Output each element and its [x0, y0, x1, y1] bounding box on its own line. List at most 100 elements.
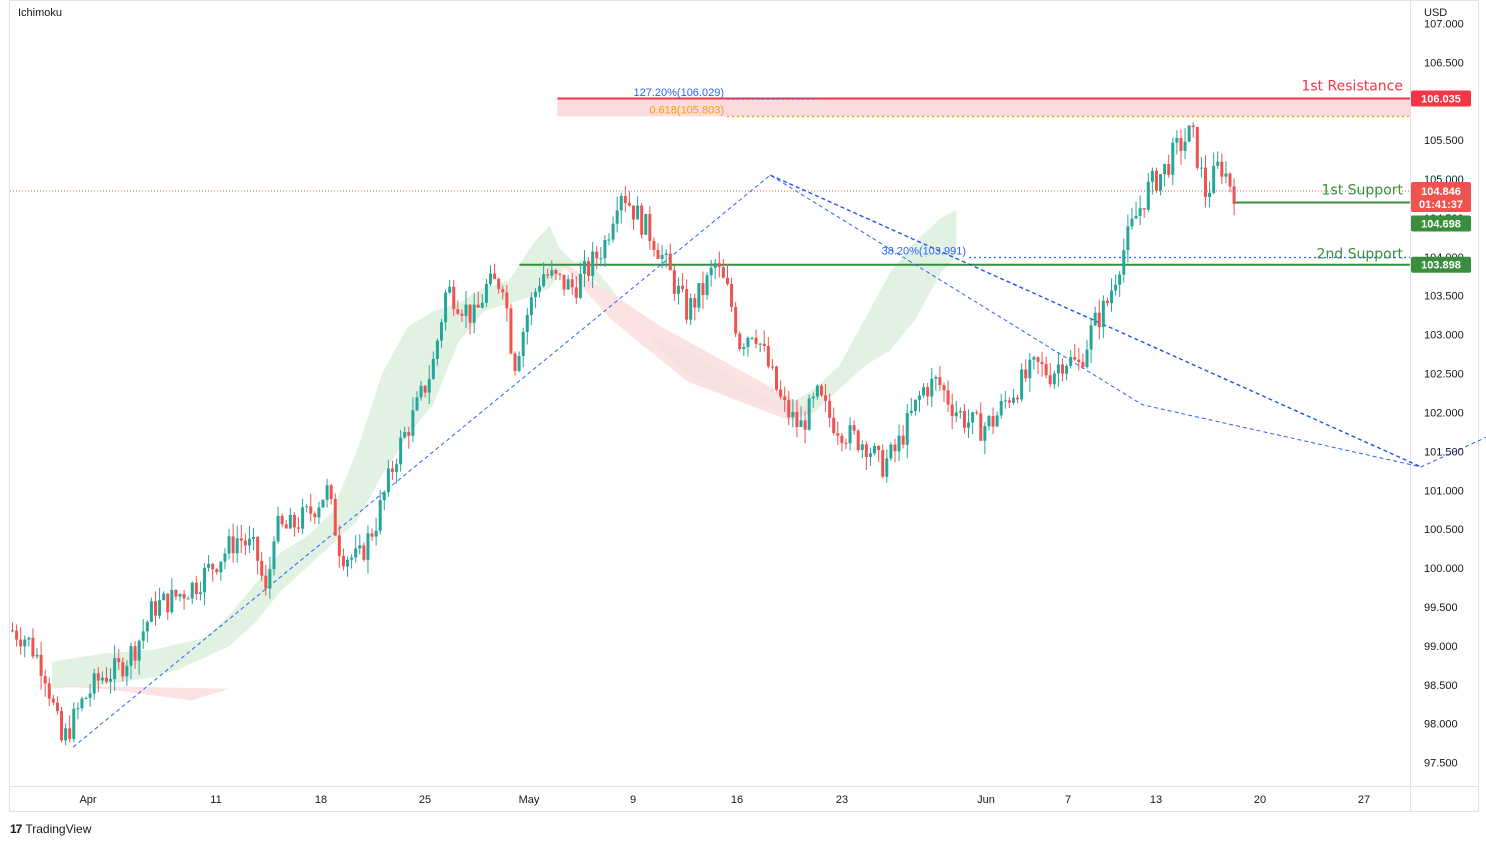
candle-body — [141, 631, 145, 641]
candle-body — [762, 343, 766, 347]
candle-body — [1093, 312, 1097, 326]
tradingview-logo-icon: 17 — [10, 822, 22, 836]
candle-body — [946, 390, 950, 405]
candle-body — [390, 468, 394, 472]
candle-body — [186, 598, 190, 600]
candle-body — [533, 291, 537, 298]
candle-body — [513, 353, 517, 371]
candle-body — [574, 287, 578, 298]
candle-body — [1146, 181, 1150, 210]
y-tick-label: 98.000 — [1424, 719, 1458, 731]
candle-body — [395, 464, 399, 472]
candle-body — [1065, 365, 1069, 374]
candle-body — [489, 273, 493, 285]
candle-body — [934, 377, 938, 379]
x-tick-label: 23 — [836, 794, 848, 806]
candle-body — [80, 698, 84, 709]
candle-body — [803, 420, 807, 430]
x-tick-label: 27 — [1358, 794, 1370, 806]
candle-body — [717, 263, 721, 268]
indicator-label: Ichimoku — [18, 7, 63, 19]
candle-body — [501, 289, 505, 293]
candle-body — [1105, 300, 1109, 304]
candle-body — [1171, 142, 1175, 175]
candle-body — [88, 693, 92, 698]
candle-body — [672, 270, 676, 294]
candle-body — [525, 315, 529, 333]
candle-body — [676, 285, 680, 294]
y-tick-label: 106.500 — [1424, 57, 1464, 69]
candle-body — [750, 337, 754, 339]
candle-body — [231, 536, 235, 554]
candle-body — [431, 358, 435, 379]
candle-body — [1118, 274, 1122, 285]
candle-body — [509, 308, 513, 354]
candle-body — [619, 196, 623, 211]
candle-body — [472, 304, 476, 323]
chart-frame — [9, 0, 1479, 812]
candle-body — [995, 415, 999, 427]
candle-body — [1044, 364, 1048, 376]
candle-body — [807, 398, 811, 430]
candle-body — [170, 589, 174, 613]
candle-body — [636, 205, 640, 220]
candle-body — [317, 507, 321, 518]
candle-body — [448, 286, 452, 293]
candle-body — [738, 333, 742, 350]
candle-body — [386, 468, 390, 493]
candle-body — [734, 306, 738, 334]
candle-body — [1216, 161, 1220, 166]
candle-body — [354, 548, 358, 558]
candle-body — [599, 258, 603, 260]
time-axis[interactable]: Apr 11 18 25 May 9 16 23 Jun 7 13 20 27 — [79, 794, 1370, 806]
candle-body — [787, 400, 791, 418]
candle-body — [1056, 364, 1060, 374]
candle-body — [456, 309, 460, 314]
candle-body — [51, 698, 55, 703]
candle-body — [350, 557, 354, 560]
x-tick-label: Apr — [79, 794, 96, 806]
candle-body — [1110, 290, 1114, 304]
candle-body — [64, 728, 68, 741]
x-tick-label: 16 — [731, 794, 743, 806]
candle-body — [517, 355, 521, 371]
tradingview-brand[interactable]: 17 TradingView — [10, 822, 91, 836]
candle-body — [1016, 397, 1020, 400]
y-tick-label: 103.500 — [1424, 291, 1464, 303]
last-price-text: 104.846 — [1421, 186, 1461, 198]
candle-body — [415, 397, 419, 411]
candle-body — [1212, 165, 1216, 193]
candle-body — [366, 533, 370, 560]
candle-body — [427, 378, 431, 393]
candle-body — [1077, 359, 1081, 363]
candle-body — [292, 514, 296, 528]
candle-body — [321, 499, 325, 508]
candle-body — [1085, 349, 1089, 368]
candle-body — [1097, 312, 1101, 328]
candle-body — [697, 283, 701, 308]
y-tick-label: 107.000 — [1424, 18, 1464, 30]
candle-body — [341, 556, 345, 567]
resistance-zone — [557, 98, 1410, 117]
level-label: 1st Support — [1322, 182, 1404, 198]
candle-body — [558, 273, 562, 275]
candle-body — [922, 387, 926, 396]
candle-body — [725, 277, 729, 285]
cloud-bullish — [52, 210, 957, 689]
candle-body — [971, 412, 975, 423]
price-axis[interactable]: 97.500 98.000 98.500 99.000 99.500 100.000 100… — [1424, 18, 1464, 769]
y-tick-label: 102.500 — [1424, 369, 1464, 381]
candle-body — [1024, 369, 1028, 379]
candle-body — [881, 450, 885, 477]
support-2-tag — [1411, 256, 1471, 273]
candle-body — [399, 437, 403, 465]
candle-body — [766, 346, 770, 367]
candle-body — [162, 593, 166, 601]
resistance-tag-text: 106.035 — [1421, 93, 1461, 105]
candle-body — [721, 267, 725, 278]
candle-body — [542, 274, 546, 287]
x-tick-label: 25 — [419, 794, 431, 806]
x-tick-label: 9 — [630, 794, 636, 806]
candle-body — [252, 536, 256, 539]
